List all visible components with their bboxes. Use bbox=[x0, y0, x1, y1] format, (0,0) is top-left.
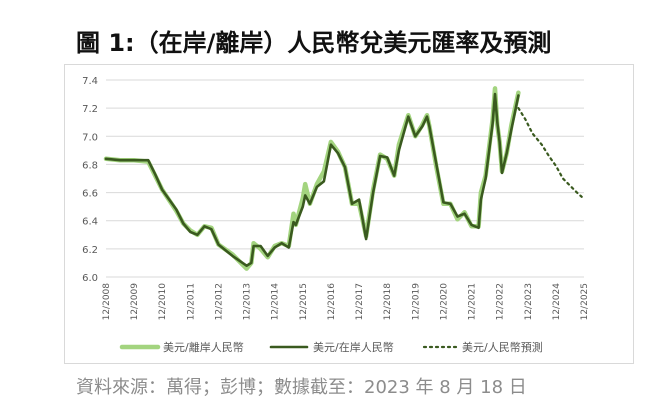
x-axis-tick-labels: 12/2008 12/2009 12/2010 12/2011 12/2012 12/20… bbox=[102, 283, 590, 321]
y-tick-label: 6.6 bbox=[82, 189, 98, 200]
x-tick-label: 12/2022 bbox=[496, 283, 506, 320]
y-tick-label: 6.8 bbox=[82, 160, 98, 171]
series-lines bbox=[103, 86, 583, 271]
series-line-2 bbox=[517, 107, 583, 198]
y-tick-label: 7.4 bbox=[82, 76, 98, 87]
x-tick-label: 12/2017 bbox=[355, 283, 365, 320]
x-tick-label: 12/2020 bbox=[439, 283, 449, 321]
x-tick-label: 12/2023 bbox=[524, 283, 534, 320]
y-tick-label: 6.0 bbox=[82, 273, 98, 284]
x-tick-label: 12/2011 bbox=[186, 283, 196, 320]
x-tick-label: 12/2016 bbox=[327, 283, 337, 321]
source-note: 資料來源：萬得；彭博；數據截至：2023 年 8 月 18 日 bbox=[76, 377, 527, 398]
y-tick-label: 6.4 bbox=[82, 217, 98, 228]
x-tick-label: 12/2021 bbox=[468, 283, 478, 320]
legend-label-2: 美元/人民幣預測 bbox=[462, 340, 543, 354]
y-tick-label: 7.0 bbox=[82, 132, 98, 143]
legend-label-0: 美元/離岸人民幣 bbox=[163, 340, 244, 354]
y-axis-tick-labels: 7.4 7.2 7.0 6.8 6.6 6.4 6.2 6.0 bbox=[82, 76, 98, 284]
x-tick-label: 12/2009 bbox=[130, 283, 140, 321]
x-tick-label: 12/2024 bbox=[552, 283, 562, 321]
y-tick-label: 6.2 bbox=[82, 245, 98, 256]
x-tick-label: 12/2025 bbox=[580, 283, 590, 320]
x-tick-label: 12/2012 bbox=[214, 283, 224, 320]
x-tick-label: 12/2014 bbox=[271, 283, 281, 321]
series-line-0 bbox=[103, 86, 521, 271]
series-line-1 bbox=[104, 92, 520, 267]
x-tick-label: 12/2019 bbox=[411, 283, 421, 321]
y-tick-label: 7.2 bbox=[82, 104, 98, 115]
x-tick-label: 12/2010 bbox=[158, 283, 168, 321]
x-tick-label: 12/2013 bbox=[243, 283, 253, 320]
x-tick-label: 12/2008 bbox=[102, 283, 112, 321]
chart-panel bbox=[64, 64, 634, 364]
figure-title: 圖 1:（在岸/離岸）人民幣兌美元匯率及預測 bbox=[76, 29, 552, 57]
x-tick-label: 12/2015 bbox=[299, 283, 309, 320]
x-tick-label: 12/2018 bbox=[383, 283, 393, 321]
legend-label-1: 美元/在岸人民幣 bbox=[313, 341, 394, 354]
legend: 美元/離岸人民幣 美元/在岸人民幣 美元/人民幣預測 bbox=[119, 340, 543, 354]
